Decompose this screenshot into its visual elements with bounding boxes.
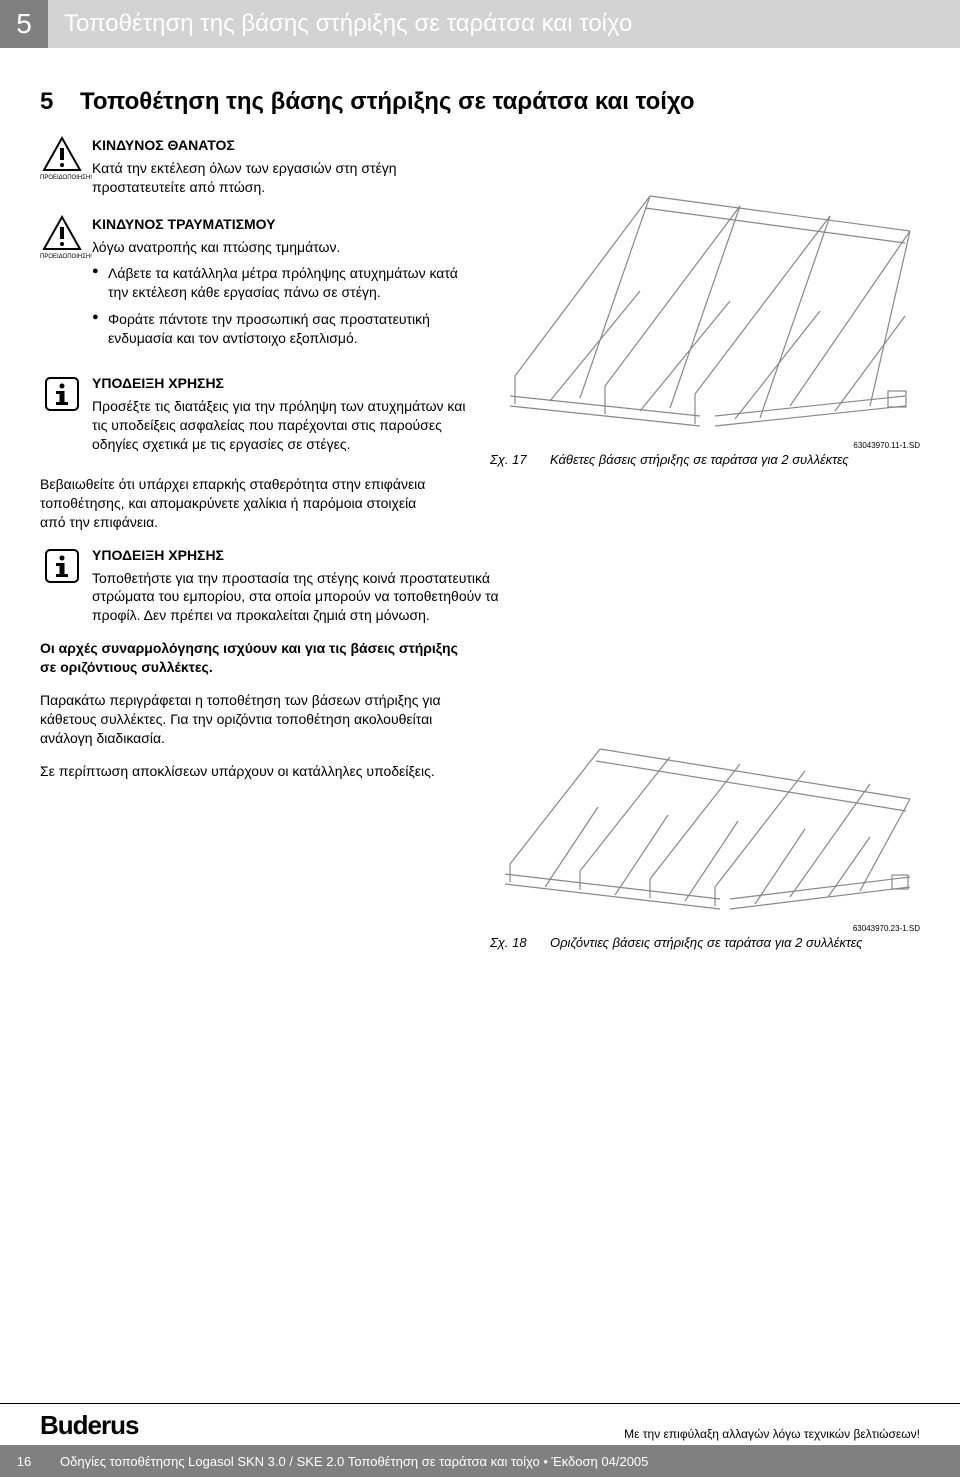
hint-title: ΥΠΟΔΕΙΞΗ ΧΡΗΣΗΣ xyxy=(92,546,510,565)
warning-icon-label: ΠΡΟΕΙΔΟΠΟΙΗΣΗ! xyxy=(40,254,84,260)
figure-caption-text: Κάθετες βάσεις στήριξης σε ταράτσα για 2… xyxy=(550,452,920,467)
figure-18-diagram xyxy=(490,639,920,919)
warning-title: ΚΙΝΔΥΝΟΣ ΘΑΝΑΤΟΣ xyxy=(92,136,470,155)
warning-injury: ΠΡΟΕΙΔΟΠΟΙΗΣΗ! ΚΙΝΔΥΝΟΣ ΤΡΑΥΜΑΤΙΣΜΟΥ λόγ… xyxy=(40,215,470,356)
figure-17-diagram xyxy=(490,136,920,436)
warning-icon: ΠΡΟΕΙΔΟΠΟΙΗΣΗ! xyxy=(40,215,84,356)
page-footer: Buderus Με την επιφύλαξη αλλαγών λόγω τε… xyxy=(0,1403,960,1477)
warning-body: ΚΙΝΔΥΝΟΣ ΘΑΝΑΤΟΣ Κατά την εκτέλεση όλων … xyxy=(84,136,470,197)
warning-icon-label: ΠΡΟΕΙΔΟΠΟΙΗΣΗ! xyxy=(40,175,84,181)
figure-18-id: 63043970.23-1.SD xyxy=(490,924,920,933)
section-number: 5 xyxy=(40,88,80,116)
document-title: Οδηγίες τοποθέτησης Logasol SKN 3.0 / SK… xyxy=(48,1454,960,1469)
warning-death: ΠΡΟΕΙΔΟΠΟΙΗΣΗ! ΚΙΝΔΥΝΟΣ ΘΑΝΑΤΟΣ Κατά την… xyxy=(40,136,470,197)
info-icon xyxy=(40,546,84,626)
paragraph-vertical: Παρακάτω περιγράφεται η τοποθέτηση των β… xyxy=(40,691,470,748)
right-column: 63043970.11-1.SD Σχ. 17 Κάθετες βάσεις σ… xyxy=(470,136,920,475)
usage-hint-1: ΥΠΟΔΕΙΞΗ ΧΡΗΣΗΣ Προσέξτε τις διατάξεις γ… xyxy=(40,374,470,454)
brand-logo: Buderus xyxy=(40,1410,138,1441)
figure-caption-text: Οριζόντιες βάσεις στήριξης σε ταράτσα γι… xyxy=(550,935,920,950)
info-icon xyxy=(40,374,84,454)
warning-triangle-icon xyxy=(42,136,82,172)
warning-title: ΚΙΝΔΥΝΟΣ ΤΡΑΥΜΑΤΙΣΜΟΥ xyxy=(92,215,470,234)
footer-bottom: 16 Οδηγίες τοποθέτησης Logasol SKN 3.0 /… xyxy=(0,1445,960,1477)
figure-17-caption: Σχ. 17 Κάθετες βάσεις στήριξης σε ταράτσ… xyxy=(490,452,920,467)
paragraph-principles: Οι αρχές συναρμολόγησης ισχύουν και για … xyxy=(40,639,470,677)
usage-hint-2: ΥΠΟΔΕΙΞΗ ΧΡΗΣΗΣ Τοποθετήστε για την προσ… xyxy=(40,546,510,626)
footer-top: Buderus Με την επιφύλαξη αλλαγών λόγω τε… xyxy=(0,1404,960,1445)
hint-text: Προσέξτε τις διατάξεις για την πρόληψη τ… xyxy=(92,397,470,454)
right-column-lower: 63043970.23-1.SD Σχ. 18 Οριζόντιες βάσει… xyxy=(470,639,920,958)
hint-body: ΥΠΟΔΕΙΞΗ ΧΡΗΣΗΣ Τοποθετήστε για την προσ… xyxy=(84,546,510,626)
figure-18: 63043970.23-1.SD Σχ. 18 Οριζόντιες βάσει… xyxy=(490,639,920,950)
info-square-icon xyxy=(42,546,82,586)
warning-text: λόγω ανατροπής και πτώσης τμημάτων. xyxy=(92,238,470,257)
figure-17-id: 63043970.11-1.SD xyxy=(490,441,920,450)
warning-triangle-icon xyxy=(42,215,82,251)
header-bar: 5 Τοποθέτηση της βάσης στήριξης σε ταράτ… xyxy=(0,0,960,48)
section-title: 5Τοποθέτηση της βάσης στήριξης σε ταράτσ… xyxy=(0,78,960,136)
hint-title: ΥΠΟΔΕΙΞΗ ΧΡΗΣΗΣ xyxy=(92,374,470,393)
figure-ref: Σχ. 18 xyxy=(490,935,550,950)
figure-18-caption: Σχ. 18 Οριζόντιες βάσεις στήριξης σε ταρ… xyxy=(490,935,920,950)
figure-ref: Σχ. 17 xyxy=(490,452,550,467)
content-bottom: Οι αρχές συναρμολόγησης ισχύουν και για … xyxy=(0,639,960,958)
hint-text: Τοποθετήστε για την προστασία της στέγης… xyxy=(92,569,510,626)
bullet-item: Λάβετε τα κατάλληλα μέτρα πρόληψης ατυχη… xyxy=(92,264,470,302)
footer-disclaimer: Με την επιφύλαξη αλλαγών λόγω τεχνικών β… xyxy=(624,1427,920,1441)
bullet-item: Φοράτε πάντοτε την προσωπική σας προστατ… xyxy=(92,310,470,348)
warning-body: ΚΙΝΔΥΝΟΣ ΤΡΑΥΜΑΤΙΣΜΟΥ λόγω ανατροπής και… xyxy=(84,215,470,356)
hint-body: ΥΠΟΔΕΙΞΗ ΧΡΗΣΗΣ Προσέξτε τις διατάξεις γ… xyxy=(84,374,470,454)
paragraph-stability: Βεβαιωθείτε ότι υπάρχει επαρκής σταθερότ… xyxy=(0,475,470,532)
left-column: ΠΡΟΕΙΔΟΠΟΙΗΣΗ! ΚΙΝΔΥΝΟΣ ΘΑΝΑΤΟΣ Κατά την… xyxy=(40,136,470,475)
info-square-icon xyxy=(42,374,82,414)
warning-icon: ΠΡΟΕΙΔΟΠΟΙΗΣΗ! xyxy=(40,136,84,197)
section-heading: Τοποθέτηση της βάσης στήριξης σε ταράτσα… xyxy=(80,88,695,115)
content-top: ΠΡΟΕΙΔΟΠΟΙΗΣΗ! ΚΙΝΔΥΝΟΣ ΘΑΝΑΤΟΣ Κατά την… xyxy=(0,136,960,475)
warning-text: Κατά την εκτέλεση όλων των εργασιών στη … xyxy=(92,159,470,197)
figure-17: 63043970.11-1.SD Σχ. 17 Κάθετες βάσεις σ… xyxy=(490,136,920,467)
warning-bullets: Λάβετε τα κατάλληλα μέτρα πρόληψης ατυχη… xyxy=(92,264,470,348)
header-chapter-number: 5 xyxy=(0,0,48,48)
left-column-lower: Οι αρχές συναρμολόγησης ισχύουν και για … xyxy=(40,639,470,958)
header-chapter-title: Τοποθέτηση της βάσης στήριξης σε ταράτσα… xyxy=(48,0,960,48)
page-number: 16 xyxy=(0,1454,48,1469)
paragraph-deviations: Σε περίπτωση αποκλίσεων υπάρχουν οι κατά… xyxy=(40,762,470,781)
